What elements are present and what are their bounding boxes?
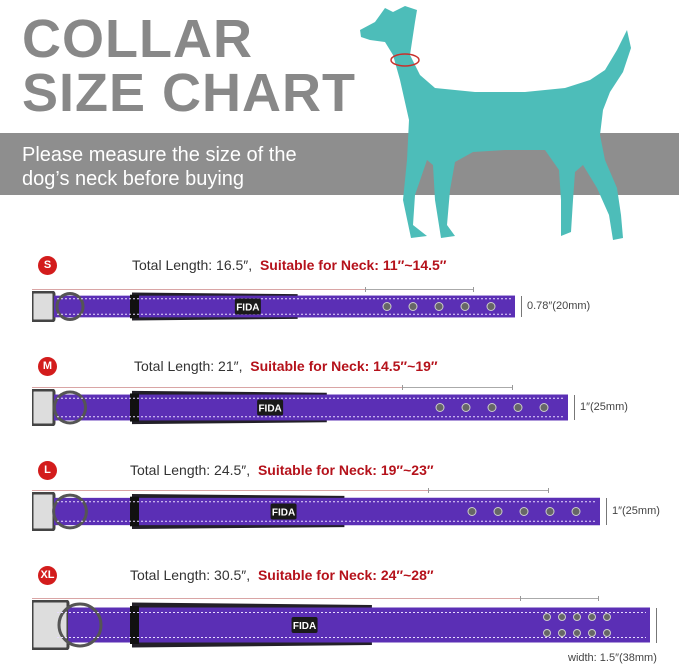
keeper	[130, 496, 139, 527]
eyelet	[460, 302, 470, 311]
size-badge: S	[38, 256, 57, 275]
brand-tag	[270, 503, 297, 520]
eyelet	[543, 629, 551, 637]
eyelet	[573, 613, 581, 621]
size-badge: L	[38, 461, 57, 480]
width-label: 1″(25mm)	[612, 504, 660, 517]
eyelet	[545, 507, 555, 516]
width-label: 1″(25mm)	[580, 400, 628, 413]
d-ring-icon	[52, 390, 88, 425]
eyelet	[382, 302, 392, 311]
brand-label: FIDA	[272, 508, 295, 519]
brand-label: FIDA	[236, 303, 259, 314]
adjust-range-line	[428, 490, 548, 491]
size-badge: XL	[38, 566, 57, 585]
tick	[512, 385, 513, 390]
size-info: Total Length: 30.5″, Suitable for Neck: …	[130, 567, 434, 583]
total-length: Total Length: 16.5″,	[132, 257, 253, 273]
eyelet	[493, 507, 503, 516]
brand-tag	[257, 399, 284, 416]
eyelet	[519, 507, 529, 516]
eyelet	[467, 507, 477, 516]
padded-strap	[135, 295, 515, 318]
width-indicator	[521, 295, 522, 318]
collar-image: FIDA	[32, 291, 515, 322]
title-line-2: SIZE CHART	[22, 63, 356, 123]
neck-range: Suitable for Neck: 19″~23″	[257, 462, 434, 478]
padded-strap	[135, 607, 650, 643]
adjust-range-line	[402, 387, 512, 388]
tick	[548, 488, 549, 493]
collar-image: FIDA	[32, 492, 600, 531]
tick	[520, 596, 521, 601]
brand-label: FIDA	[293, 621, 316, 632]
padded-strap	[135, 394, 568, 421]
total-length-line	[32, 490, 428, 491]
adjust-range-line	[365, 289, 473, 290]
brand-tag	[291, 617, 318, 633]
keeper	[130, 606, 139, 644]
eyelet	[558, 629, 566, 637]
eyelet	[603, 629, 611, 637]
eyelet	[543, 613, 551, 621]
keeper	[130, 393, 139, 422]
eyelet	[434, 302, 444, 311]
eyelet	[588, 613, 596, 621]
size-info: Total Length: 21″, Suitable for Neck: 14…	[134, 358, 438, 374]
eyelet	[588, 629, 596, 637]
total-length-line	[32, 598, 520, 599]
width-indicator	[656, 607, 657, 643]
title-line-1: COLLAR	[22, 9, 253, 69]
eyelet	[435, 403, 445, 412]
total-length-line	[32, 289, 365, 290]
eyelet	[513, 403, 523, 412]
size-info: Total Length: 16.5″, Suitable for Neck: …	[132, 257, 447, 273]
neck-range: Suitable for Neck: 24″~28″	[257, 567, 434, 583]
total-length: Total Length: 21″,	[134, 358, 243, 374]
eyelet	[461, 403, 471, 412]
total-length-line	[32, 387, 402, 388]
eyelet	[487, 403, 497, 412]
adjust-range-line	[520, 598, 598, 599]
tick	[365, 287, 366, 292]
width-label: width: 1.5″(38mm)	[568, 652, 657, 664]
brand-tag	[234, 298, 261, 315]
dog-silhouette-icon	[360, 6, 631, 240]
total-length: Total Length: 30.5″,	[130, 567, 251, 583]
eyelet	[558, 613, 566, 621]
total-length: Total Length: 24.5″,	[130, 462, 251, 478]
d-ring-icon	[52, 493, 88, 530]
size-info: Total Length: 24.5″, Suitable for Neck: …	[130, 462, 434, 478]
d-ring-icon	[57, 602, 103, 648]
eyelet	[603, 613, 611, 621]
tick	[428, 488, 429, 493]
width-indicator	[606, 497, 607, 526]
subtitle-line-2: dog’s neck before buying	[22, 168, 245, 190]
brand-label: FIDA	[258, 404, 281, 415]
buckle	[32, 291, 56, 322]
collar-image: FIDA	[32, 600, 650, 650]
collar-image: FIDA	[32, 389, 568, 426]
eyelet	[486, 302, 496, 311]
eyelet	[539, 403, 549, 412]
neck-range: Suitable for Neck: 11″~14.5″	[259, 257, 447, 273]
tick	[473, 287, 474, 292]
size-badge: M	[38, 357, 57, 376]
tick	[402, 385, 403, 390]
buckle	[32, 492, 56, 531]
tick	[598, 596, 599, 601]
d-ring-icon	[55, 291, 85, 322]
buckle	[32, 389, 56, 426]
neck-range: Suitable for Neck: 14.5″~19″	[250, 358, 438, 374]
eyelet	[408, 302, 418, 311]
buckle	[32, 600, 70, 650]
width-indicator	[574, 394, 575, 421]
eyelet	[573, 629, 581, 637]
width-label: 0.78″(20mm)	[527, 299, 591, 312]
eyelet	[571, 507, 581, 516]
keeper	[130, 294, 139, 319]
subtitle-line-1: Please measure the size of the	[22, 144, 297, 166]
